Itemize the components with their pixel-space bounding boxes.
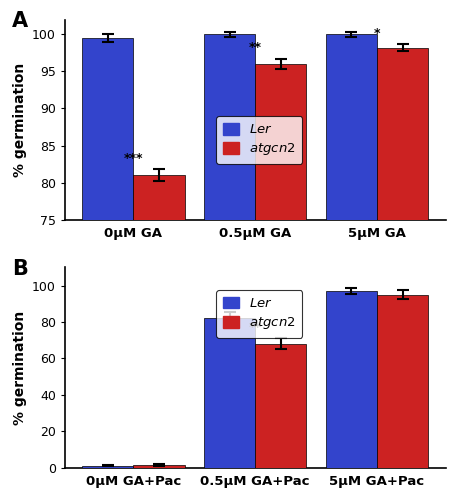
Text: A: A: [12, 12, 28, 32]
Bar: [204, 318, 255, 468]
Bar: [82, 38, 133, 500]
Text: **: **: [249, 321, 262, 334]
Bar: [82, 466, 133, 468]
Bar: [133, 175, 185, 500]
Y-axis label: % germination: % germination: [12, 310, 27, 424]
Bar: [377, 294, 428, 468]
Y-axis label: % germination: % germination: [12, 62, 27, 176]
Legend: $Ler$, $atgcn2$: $Ler$, $atgcn2$: [216, 116, 302, 164]
Bar: [255, 344, 306, 468]
Bar: [255, 64, 306, 500]
Text: B: B: [12, 260, 27, 280]
Text: *: *: [374, 26, 380, 40]
Bar: [377, 48, 428, 500]
Bar: [326, 291, 377, 468]
Text: ***: ***: [124, 152, 143, 165]
Legend: $Ler$, $atgcn2$: $Ler$, $atgcn2$: [216, 290, 302, 338]
Bar: [133, 465, 185, 468]
Text: **: **: [249, 42, 262, 54]
Bar: [204, 34, 255, 500]
Bar: [326, 34, 377, 500]
